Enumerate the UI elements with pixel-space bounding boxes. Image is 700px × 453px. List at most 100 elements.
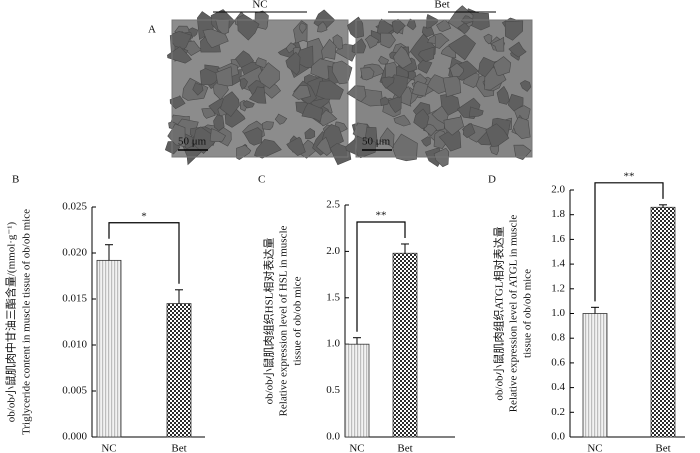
cell (442, 75, 462, 98)
cell (391, 18, 406, 35)
cell (478, 56, 495, 78)
significance-label: ** (624, 170, 635, 182)
cell (513, 116, 531, 140)
x-tick-label: NC (587, 443, 602, 453)
cell (364, 34, 379, 49)
cell (411, 81, 429, 97)
cell (236, 144, 252, 161)
cell (213, 114, 225, 131)
y-tick-label: 0.005 (62, 385, 87, 397)
significance-label: * (141, 210, 147, 222)
bar (650, 206, 676, 438)
y-tick-label: 2.5 (326, 199, 340, 211)
y-axis-label: Relative expression level of ATGL in mus… (508, 215, 520, 413)
cell (490, 36, 505, 52)
cell (436, 19, 452, 32)
cell (483, 33, 493, 45)
cell (380, 32, 396, 49)
x-tick-label: Bet (655, 443, 670, 453)
cell (299, 22, 307, 34)
cell (248, 86, 267, 104)
cell (286, 42, 297, 54)
significance-bracket (594, 182, 664, 302)
x-tick-label: NC (101, 443, 116, 453)
y-tick-label: 1.6 (551, 233, 565, 245)
frame (171, 19, 349, 158)
cell (331, 60, 353, 85)
cell (519, 80, 532, 92)
y-axis-label: ob/ob小鼠肌肉中甘油三酯含量/(mmol·g⁻¹) (4, 221, 18, 422)
significance-bracket (108, 222, 180, 284)
cell (167, 46, 192, 64)
y-tick-label: 1.5 (326, 291, 340, 303)
cell (438, 126, 462, 152)
cell (254, 138, 282, 159)
y-tick-label: 0.8 (551, 332, 565, 344)
cell (406, 18, 417, 31)
cell (417, 59, 433, 74)
cell (380, 127, 395, 149)
cell (354, 135, 377, 159)
panel-label: C (258, 174, 265, 186)
y-tick-label: 1.0 (326, 338, 340, 350)
panel-label: A (148, 24, 156, 36)
significance-label: ** (376, 210, 387, 222)
cell (257, 62, 280, 89)
cell (432, 32, 450, 49)
cell (421, 26, 435, 38)
y-tick-label: 0.0 (326, 431, 340, 443)
y-tick-label: 1.4 (551, 258, 565, 270)
y-tick-label: 0.2 (551, 406, 565, 418)
cell (261, 121, 274, 131)
y-tick-label: 0.015 (62, 293, 87, 305)
y-axis-label: tissue of ob/ob mice (522, 269, 534, 358)
cell (507, 93, 524, 112)
cell (378, 55, 389, 65)
cell (286, 136, 306, 157)
cell (235, 50, 255, 68)
bar (166, 303, 192, 438)
cell (292, 84, 311, 100)
cell (285, 51, 301, 76)
cell (169, 95, 186, 110)
cell (321, 38, 337, 61)
cell (346, 85, 367, 103)
cell (352, 122, 368, 141)
y-tick-label: 0.010 (62, 339, 87, 351)
cell (239, 78, 248, 90)
bar (582, 313, 608, 438)
cell (237, 14, 260, 41)
cell (304, 128, 316, 140)
panel-label: B (12, 174, 19, 186)
x-tick-label: Bet (171, 443, 186, 453)
x-tick-label: Bet (397, 443, 412, 453)
y-tick-label: 2.0 (326, 245, 340, 257)
y-axis-label: Relative expression level of HSL in musc… (278, 225, 290, 416)
cell (220, 91, 240, 118)
cell (421, 136, 431, 147)
y-tick-label: 0.5 (326, 384, 340, 396)
cell (387, 96, 402, 114)
cell (316, 80, 344, 100)
cell (360, 67, 375, 81)
y-tick-label: 1.8 (551, 208, 565, 220)
cell (457, 22, 470, 35)
cell (202, 28, 229, 49)
y-axis-label: ob/ob小鼠肌肉组织ATGL相对表达量 (492, 226, 506, 400)
scale-label: 50 μm (362, 136, 391, 148)
cell (317, 21, 328, 33)
cell (393, 45, 413, 69)
cell (513, 144, 532, 161)
y-axis-label: ob/ob小鼠肌肉组织HSL相对表达量 (262, 238, 276, 405)
cell (215, 66, 233, 87)
cell (504, 20, 524, 41)
cell (496, 85, 510, 105)
cell (209, 128, 227, 143)
y-tick-label: 1.2 (551, 282, 565, 294)
panel-label: D (488, 174, 496, 186)
cell (427, 35, 436, 45)
y-tick-label: 0.6 (551, 356, 565, 368)
y-axis-label: Triglyceride content in muscle tissue of… (21, 209, 33, 435)
cell (301, 102, 324, 123)
